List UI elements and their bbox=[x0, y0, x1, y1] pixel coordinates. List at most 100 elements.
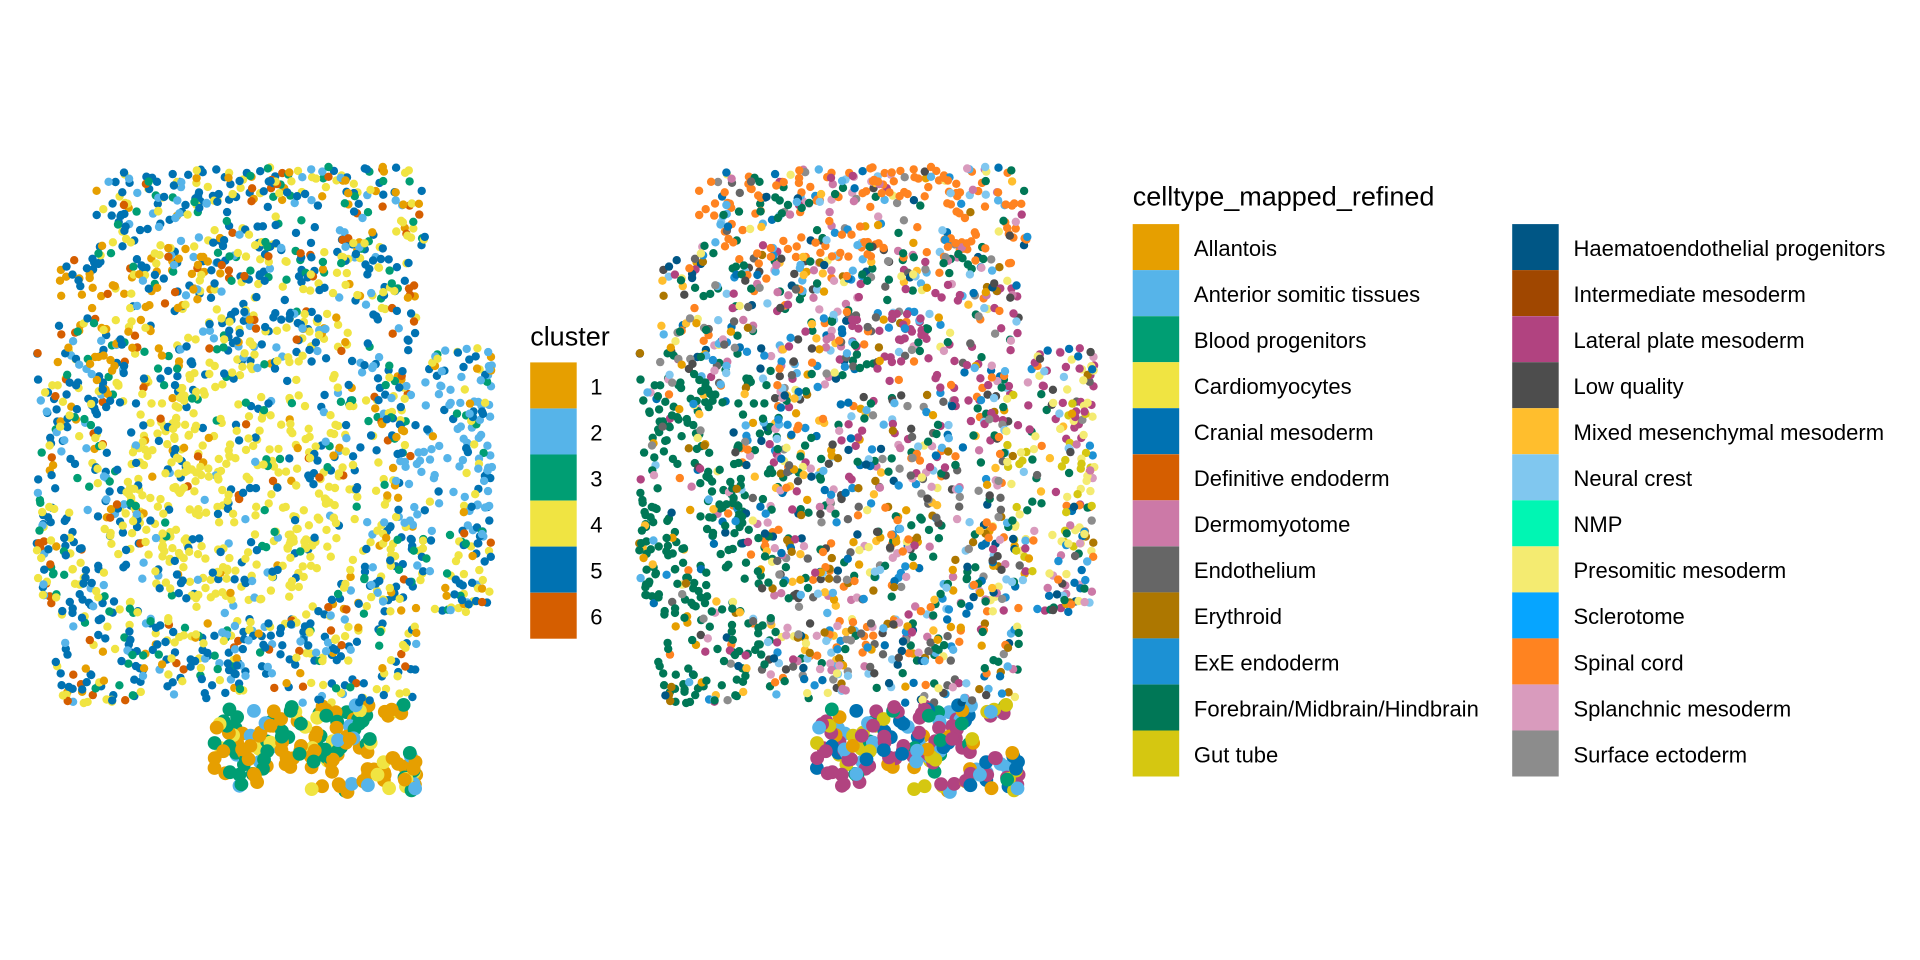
cell-point bbox=[1015, 561, 1024, 570]
cell-point bbox=[727, 174, 736, 183]
cell-point bbox=[306, 238, 316, 248]
cell-point bbox=[307, 307, 316, 317]
cell-point bbox=[104, 372, 113, 382]
cell-point bbox=[1062, 569, 1071, 579]
cell-point bbox=[866, 499, 876, 508]
cell-point bbox=[182, 594, 191, 603]
cell-point bbox=[232, 654, 241, 663]
cell-point bbox=[361, 778, 375, 793]
cell-point bbox=[966, 416, 976, 426]
cell-point bbox=[170, 381, 180, 390]
cell-point bbox=[855, 546, 864, 555]
cell-point bbox=[47, 453, 56, 462]
cell-point bbox=[974, 312, 983, 321]
cell-point bbox=[242, 472, 251, 481]
cell-point bbox=[322, 309, 332, 319]
cell-point bbox=[266, 631, 275, 640]
cell-point bbox=[393, 449, 402, 459]
cell-point bbox=[220, 608, 229, 618]
cell-point bbox=[153, 199, 162, 208]
cell-point bbox=[273, 565, 282, 575]
cell-point bbox=[318, 167, 327, 176]
cell-point bbox=[953, 192, 962, 201]
cell-point bbox=[649, 599, 658, 608]
cell-point bbox=[753, 249, 762, 258]
cell-point bbox=[281, 257, 290, 266]
cell-point bbox=[989, 393, 999, 403]
cell-point bbox=[85, 635, 95, 645]
cell-point bbox=[220, 335, 229, 344]
cell-point bbox=[96, 614, 106, 623]
cell-point bbox=[639, 396, 648, 405]
cell-point bbox=[400, 457, 410, 467]
cell-point bbox=[337, 346, 346, 356]
cell-point bbox=[894, 347, 904, 357]
cell-point bbox=[822, 236, 831, 245]
cell-point bbox=[808, 575, 818, 584]
cell-point bbox=[291, 228, 301, 238]
cell-point bbox=[238, 644, 247, 654]
cell-point bbox=[934, 684, 943, 693]
cell-point bbox=[848, 171, 857, 181]
cell-point bbox=[244, 230, 254, 239]
cell-point bbox=[776, 469, 785, 478]
cell-point bbox=[794, 387, 803, 396]
cell-point bbox=[347, 356, 357, 366]
cell-point bbox=[917, 515, 926, 524]
cell-point bbox=[817, 518, 826, 527]
cell-point bbox=[684, 444, 693, 453]
cell-point bbox=[705, 622, 714, 631]
cell-point bbox=[167, 654, 176, 663]
cell-point bbox=[127, 317, 136, 326]
cell-point bbox=[794, 173, 804, 183]
cell-point bbox=[989, 751, 1003, 766]
cell-point bbox=[807, 433, 816, 443]
cell-point bbox=[1000, 367, 1010, 376]
cell-point bbox=[387, 393, 396, 403]
cell-point bbox=[91, 684, 100, 693]
cell-point bbox=[885, 188, 894, 197]
cell-point bbox=[341, 242, 350, 251]
cell-point bbox=[866, 718, 880, 733]
cell-point bbox=[889, 177, 898, 186]
cell-point bbox=[120, 289, 129, 298]
celltype-legend-label: Neural crest bbox=[1574, 466, 1693, 491]
cell-point bbox=[987, 255, 996, 264]
cell-point bbox=[770, 591, 779, 600]
cell-point bbox=[259, 187, 268, 196]
cell-point bbox=[981, 176, 990, 186]
cell-point bbox=[169, 627, 178, 637]
cell-point bbox=[257, 340, 266, 349]
cell-point bbox=[709, 539, 719, 548]
celltype-legend-swatch bbox=[1512, 362, 1559, 409]
cell-point bbox=[77, 290, 87, 299]
cell-point bbox=[777, 548, 786, 558]
cell-point bbox=[937, 443, 947, 452]
cell-point bbox=[844, 420, 853, 429]
cell-point bbox=[796, 550, 805, 559]
cell-point bbox=[326, 611, 335, 620]
cell-point bbox=[745, 224, 755, 234]
cell-point bbox=[1024, 401, 1033, 410]
cell-point bbox=[792, 242, 801, 251]
cell-point bbox=[323, 638, 333, 647]
cell-point bbox=[838, 371, 847, 380]
cell-point bbox=[952, 207, 961, 216]
cell-point bbox=[844, 752, 858, 766]
cell-point bbox=[789, 655, 798, 664]
cell-point bbox=[252, 292, 261, 302]
cell-point bbox=[159, 381, 169, 390]
cell-point bbox=[477, 407, 487, 416]
cell-point bbox=[1032, 470, 1042, 480]
cell-point bbox=[404, 166, 413, 175]
celltype-legend-label: Surface ectoderm bbox=[1574, 742, 1748, 767]
cell-point bbox=[331, 645, 341, 654]
cell-point bbox=[684, 566, 693, 575]
cell-point bbox=[866, 202, 875, 212]
cell-point bbox=[393, 493, 403, 502]
cell-point bbox=[207, 736, 222, 750]
cell-point bbox=[378, 664, 387, 673]
cell-point bbox=[157, 660, 167, 669]
cell-point bbox=[85, 359, 95, 369]
cell-point bbox=[336, 397, 346, 406]
